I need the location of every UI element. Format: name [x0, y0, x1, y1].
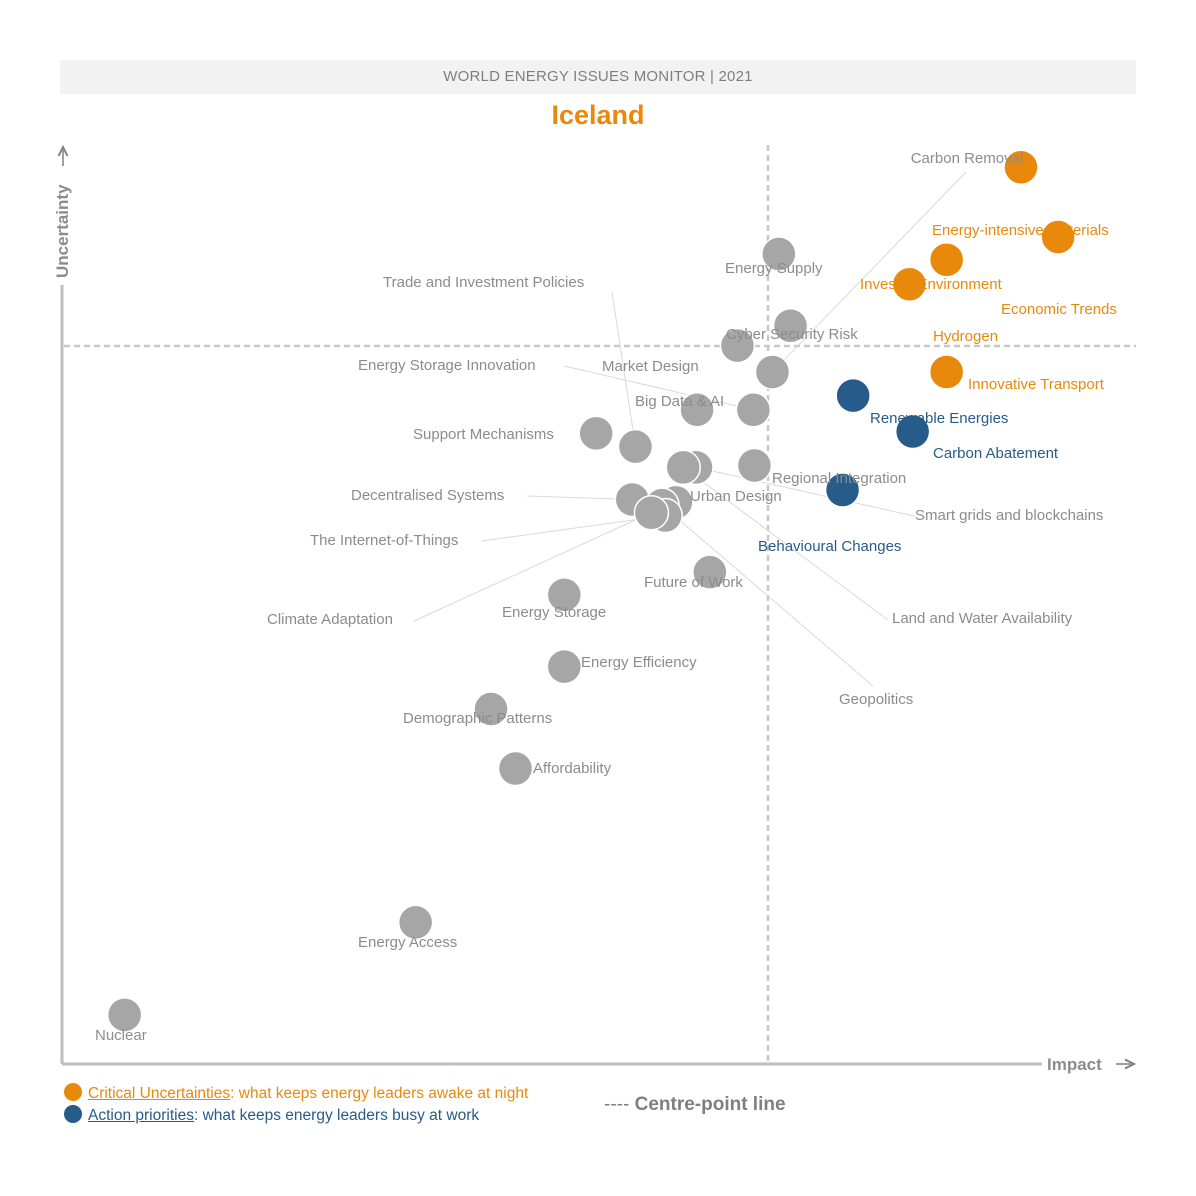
point-future-of-work: [692, 554, 728, 590]
label-urban-design: Urban Design: [690, 488, 782, 505]
label-land-and-water-availability: Land and Water Availability: [892, 610, 1073, 627]
point-demographic-patterns: [473, 691, 509, 727]
label-economic-trends: Economic Trends: [1001, 301, 1117, 318]
country-title: Iceland: [551, 100, 645, 130]
label-carbon-removal: Carbon Removal: [911, 150, 1024, 167]
point-regional-integration: [736, 447, 773, 484]
svg-text:Impact: Impact: [1047, 1055, 1102, 1074]
label-the-internet-of-things: The Internet-of-Things: [310, 532, 458, 549]
label-energy-supply: Energy Supply: [725, 260, 823, 277]
legend-centre-line: ---- Centre-point line: [604, 1094, 786, 1116]
label-future-of-work: Future of Work: [644, 574, 743, 591]
leader-line-climate-adaptation: [413, 512, 652, 622]
leader-line-geopolitics: [661, 504, 874, 687]
point-support-mechanisms: [578, 415, 614, 452]
centre-line-dashes: ----: [604, 1094, 630, 1115]
label-market-design: Market Design: [602, 358, 699, 375]
label-cyber-security-risk: Cyber Security Risk: [726, 326, 858, 343]
label-innovative-transport: Innovative Transport: [968, 376, 1105, 393]
label-energy-intensive-materials: Energy-intensive materials: [932, 222, 1109, 239]
legend-critical-text: : what keeps energy leaders awake at nig…: [230, 1085, 529, 1102]
legend-critical: Critical Uncertainties: what keeps energ…: [64, 1083, 528, 1103]
point-energy-intensive-materials: [1003, 149, 1039, 185]
label-big-data-ai: Big Data & AI: [635, 393, 724, 410]
label-investor-environment: Investor Environment: [860, 276, 1003, 293]
label-demographic-patterns: Demographic Patterns: [403, 710, 552, 727]
data-points: [106, 149, 1076, 1033]
point-renewable-energies: [835, 377, 871, 414]
legend-action: Action priorities: what keeps energy lea…: [64, 1105, 479, 1125]
legend-critical-lead: Critical Uncertainties: [88, 1085, 231, 1102]
y-axis-title: Uncertainty: [53, 150, 72, 278]
label-energy-access: Energy Access: [358, 934, 457, 951]
report-banner: WORLD ENERGY ISSUES MONITOR | 2021: [60, 60, 1136, 94]
label-behavioural-changes: Behavioural Changes: [758, 538, 901, 555]
point-carbon-abatement: [894, 413, 931, 450]
label-energy-storage-innovation: Energy Storage Innovation: [358, 357, 536, 374]
point-behavioural-changes: [824, 472, 861, 508]
point-economic-trends: [1040, 219, 1076, 255]
point-affordability: [497, 750, 534, 787]
point-big-data-ai: [679, 392, 715, 428]
point-land-and-water-availability: [665, 449, 702, 486]
label-regional-integration: Regional Integration: [772, 470, 906, 487]
label-nuclear: Nuclear: [95, 1027, 147, 1044]
point-carbon-removal: [754, 354, 791, 390]
label-hydrogen: Hydrogen: [933, 328, 998, 345]
label-climate-adaptation: Climate Adaptation: [267, 611, 393, 628]
critical-dot-icon: [64, 1083, 82, 1101]
point-energy-storage-innovation: [735, 392, 772, 428]
leader-line-trade-and-investment-policies: [611, 291, 636, 447]
label-geopolitics: Geopolitics: [839, 691, 913, 708]
label-affordability: Affordability: [533, 760, 612, 777]
leader-line-land-and-water-availability: [682, 466, 889, 621]
point-climate-adaptation: [633, 494, 670, 531]
label-carbon-abatement: Carbon Abatement: [933, 445, 1059, 462]
point-energy-storage: [546, 577, 583, 613]
label-smart-grids-and-blockchains: Smart grids and blockchains: [915, 507, 1103, 524]
legend-action-text: : what keeps energy leaders busy at work: [193, 1107, 480, 1124]
leader-line-carbon-removal: [772, 171, 967, 373]
point-innovative-transport: [928, 354, 965, 390]
label-energy-storage: Energy Storage: [502, 604, 606, 621]
point-labels: Carbon Removal Energy-intensive materials…: [95, 150, 1117, 1044]
point-nuclear: [106, 997, 143, 1033]
centre-line-label: Centre-point line: [629, 1094, 786, 1115]
point-investor-environment: [928, 241, 965, 278]
leader-line-smart-grids-and-blockchains: [695, 466, 915, 517]
label-support-mechanisms: Support Mechanisms: [413, 426, 554, 443]
point-hydrogen: [891, 266, 928, 303]
leader-line-the-internet-of-things: [481, 515, 666, 542]
leader-line-energy-storage-innovation: [563, 365, 754, 411]
point-cyber-security-risk: [772, 308, 809, 344]
label-energy-efficiency: Energy Efficiency: [581, 654, 697, 671]
svg-text:Uncertainty: Uncertainty: [53, 184, 72, 278]
x-axis-title: Impact: [1047, 1055, 1131, 1074]
label-trade-and-investment-policies: Trade and Investment Policies: [383, 274, 584, 291]
point-trade-and-investment-policies: [617, 428, 654, 465]
point-energy-access: [397, 904, 434, 941]
leader-lines: [413, 171, 967, 687]
label-renewable-energies: Renewable Energies: [870, 410, 1008, 427]
legend-action-lead: Action priorities: [88, 1107, 194, 1124]
point-energy-efficiency: [546, 648, 583, 685]
point-energy-supply: [761, 236, 797, 272]
label-decentralised-systems: Decentralised Systems: [351, 487, 504, 504]
point-market-design: [719, 327, 756, 364]
action-dot-icon: [64, 1105, 82, 1123]
